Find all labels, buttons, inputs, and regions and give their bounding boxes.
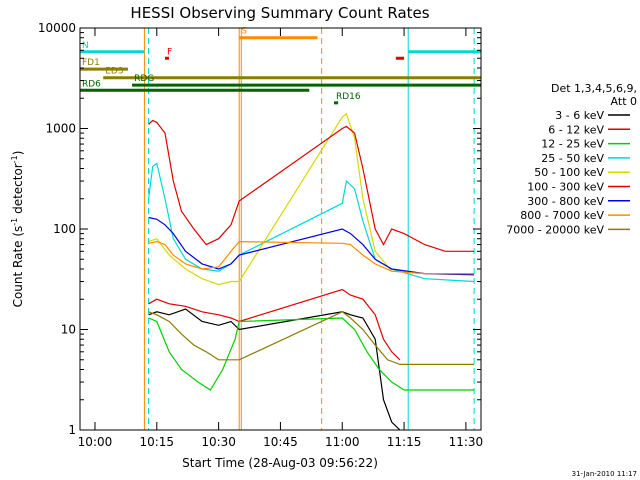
annotation-label-RD6: RD6 [82, 79, 101, 89]
legend-header-1: Att 0 [611, 95, 637, 108]
legend-label-2: 12 - 25 keV [541, 138, 604, 151]
legend-label-6: 300 - 800 keV [527, 195, 604, 208]
legend-label-8: 7000 - 20000 keV [506, 223, 604, 236]
x-tick-label-1: 10:15 [139, 435, 174, 449]
series-line-8 [148, 311, 475, 365]
annotation-label-RD16: RD16 [336, 92, 361, 102]
x-tick-label-3: 10:45 [263, 435, 298, 449]
y-tick-label-2: 100 [53, 222, 76, 236]
series-line-4 [148, 112, 475, 286]
x-tick-label-0: 10:00 [78, 435, 113, 449]
annotation-label-F: F [167, 47, 172, 57]
y-axis-label-main: Count Rate (s [11, 226, 25, 308]
timestamp: 31-Jan-2010 11:17 [572, 470, 637, 478]
legend-label-3: 25 - 50 keV [541, 152, 604, 165]
x-tick-label-4: 11:00 [325, 435, 360, 449]
legend-header-0: Det 1,3,4,5,6,9, [551, 82, 637, 95]
annotations: N F S FD1 ED3 RDG RD6 RD16 [80, 27, 481, 105]
chart-title: HESSI Observing Summary Count Rates [130, 4, 429, 22]
series-line-7 [148, 240, 475, 275]
y-tick-label-4: 10000 [38, 21, 76, 35]
series-line-0 [148, 308, 401, 431]
y-axis-label-mid: detector [11, 163, 25, 218]
legend-label-1: 6 - 12 keV [548, 123, 604, 136]
x-axis-label: Start Time (28-Aug-03 09:56:22) [182, 456, 378, 470]
y-axis-label-sup1: -1 [10, 218, 19, 226]
x-tick-label-6: 11:30 [449, 435, 484, 449]
legend-label-0: 3 - 6 keV [555, 109, 604, 122]
legend-label-7: 800 - 7000 keV [520, 209, 604, 222]
x-tick-label-2: 10:30 [201, 435, 236, 449]
legend-label-5: 100 - 300 keV [527, 181, 604, 194]
x-tick-label-5: 11:15 [387, 435, 422, 449]
annotation-label-ED3: ED3 [105, 67, 123, 77]
annotation-label-S: S [241, 27, 247, 37]
legend-label-4: 50 - 100 keV [534, 166, 604, 179]
y-axis-label-sup2: -1 [10, 155, 19, 163]
series-lines [148, 112, 475, 431]
y-tick-label-1: 10 [61, 323, 76, 337]
y-axis-label: Count Rate (s-1 detector-1) [10, 151, 25, 308]
y-tick-label-0: 1 [68, 423, 76, 437]
annotation-label-FD1: FD1 [82, 58, 100, 68]
annotation-label-RDG: RDG [134, 74, 154, 84]
series-line-5 [148, 119, 475, 252]
annotation-label-N: N [82, 41, 89, 51]
axes: 10:00 10:15 10:30 10:45 11:00 11:15 11:30 1 10 10… [38, 21, 483, 449]
y-tick-label-3: 1000 [45, 122, 76, 136]
y-axis-label-end: ) [11, 151, 25, 156]
series-line-6 [148, 216, 475, 276]
series-line-2 [148, 317, 475, 391]
